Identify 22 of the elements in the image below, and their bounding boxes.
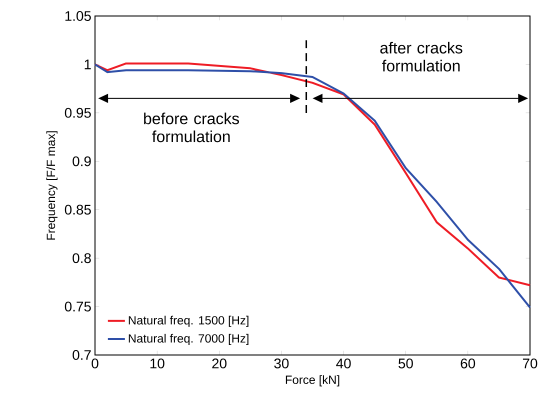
x-tick-label: 40 — [336, 358, 351, 368]
legend-label: Natural freq. 7000 [Hz] — [128, 334, 248, 346]
annotation: after cracks formulation — [380, 42, 462, 72]
y-axis-title: Frequency [F/F max] — [46, 131, 58, 240]
x-tick-label: 50 — [398, 358, 413, 368]
x-tick-label: 0 — [92, 358, 98, 368]
annotation: before cracks formulation — [144, 112, 240, 142]
y-tick-label: 0.8 — [72, 253, 91, 264]
x-tick-label: 60 — [460, 358, 476, 368]
y-tick-label: 0.75 — [64, 302, 91, 312]
x-axis-title: Force [kN] — [286, 375, 340, 386]
y-tick-label: 1 — [84, 60, 91, 70]
y-tick-label: 0.9 — [72, 156, 91, 166]
y-tick-label: 0.7 — [72, 350, 91, 360]
x-tick-label: 70 — [522, 358, 538, 368]
y-tick-label: 0.95 — [64, 108, 91, 118]
y-tick-label: 0.85 — [64, 204, 91, 215]
legend-label: Natural freq. 1500 [Hz] — [128, 316, 248, 327]
x-tick-label: 20 — [212, 358, 227, 368]
x-tick-label: 30 — [274, 358, 289, 368]
y-tick-label: 1.05 — [65, 11, 91, 21]
x-tick-label: 10 — [150, 358, 164, 368]
